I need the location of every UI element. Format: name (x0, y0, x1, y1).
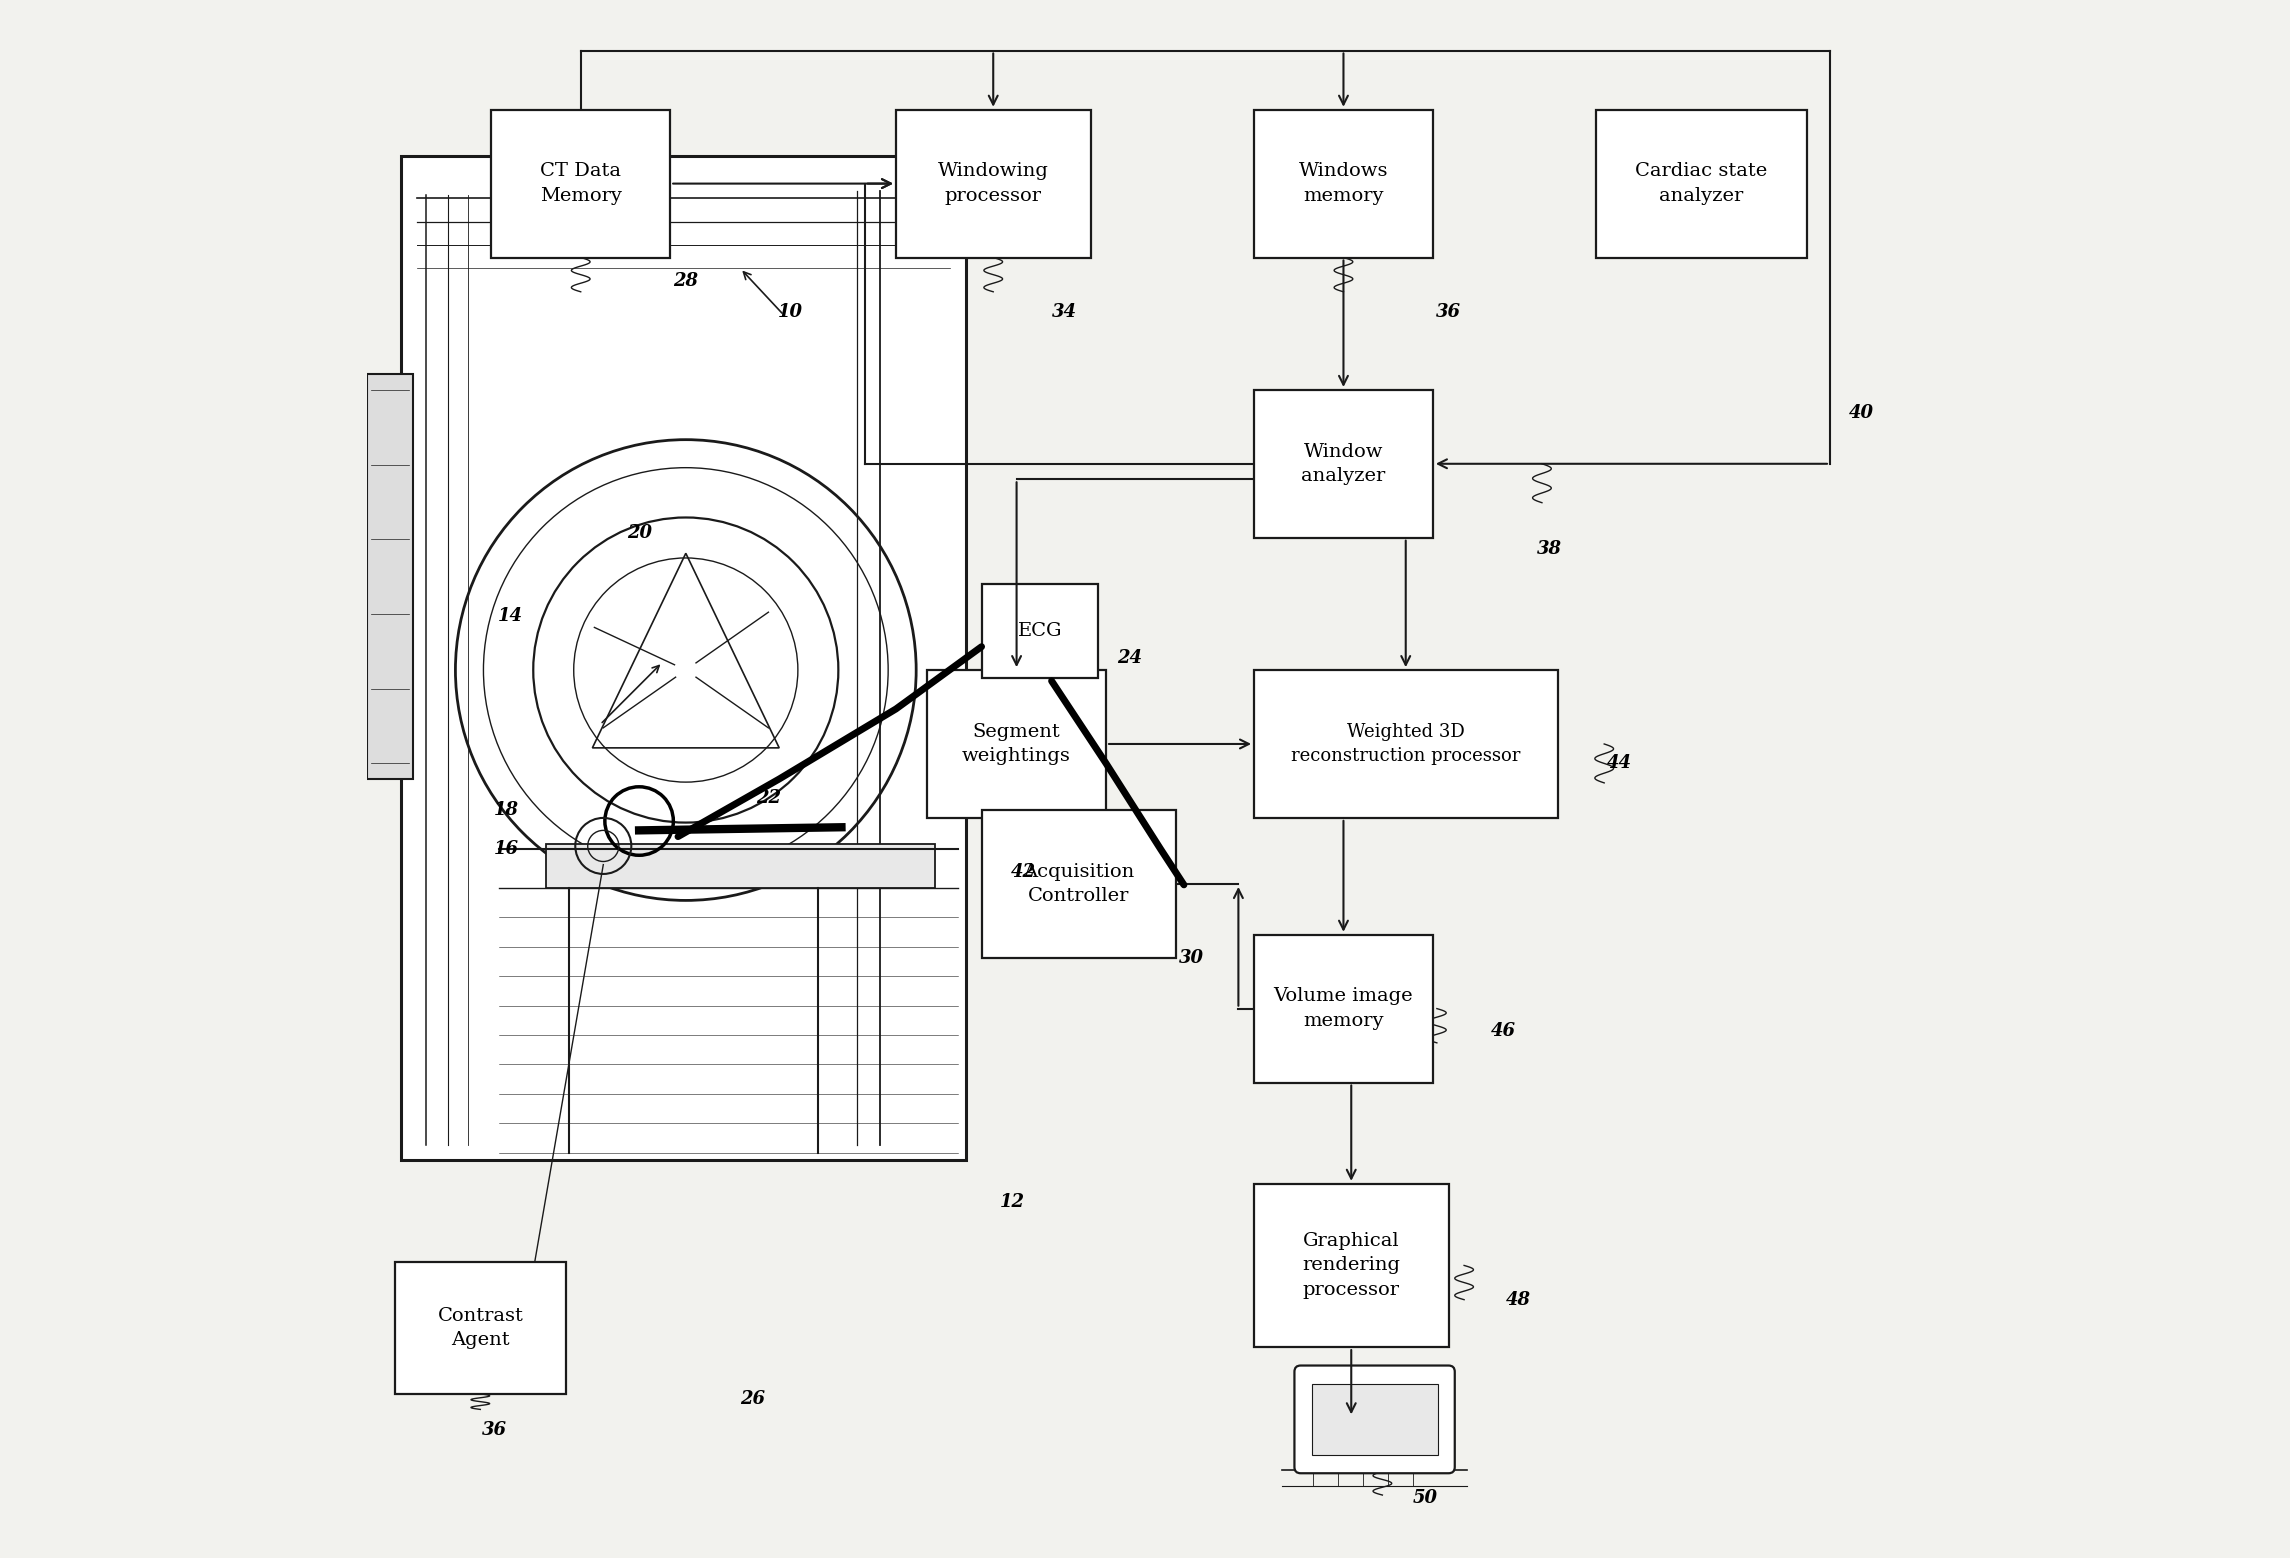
Text: 20: 20 (627, 523, 653, 542)
FancyBboxPatch shape (1255, 670, 1557, 818)
FancyBboxPatch shape (401, 156, 966, 1161)
Text: 16: 16 (495, 840, 520, 858)
Text: 44: 44 (1608, 754, 1633, 773)
Text: Window
analyzer: Window analyzer (1301, 442, 1385, 485)
Text: 36: 36 (1436, 302, 1461, 321)
Text: Graphical
rendering
processor: Graphical rendering processor (1303, 1232, 1399, 1299)
Text: 22: 22 (756, 788, 781, 807)
FancyBboxPatch shape (1255, 1184, 1450, 1348)
Text: 48: 48 (1507, 1292, 1532, 1309)
Text: Segment
weightings: Segment weightings (962, 723, 1072, 765)
FancyBboxPatch shape (895, 109, 1090, 257)
Text: 12: 12 (1001, 1193, 1026, 1212)
FancyBboxPatch shape (1312, 1384, 1438, 1455)
Text: Cardiac state
analyzer: Cardiac state analyzer (1635, 162, 1768, 204)
Text: 36: 36 (481, 1421, 506, 1438)
FancyBboxPatch shape (366, 374, 414, 779)
Text: CT Data
Memory: CT Data Memory (540, 162, 621, 204)
FancyBboxPatch shape (545, 844, 934, 888)
Text: 40: 40 (1848, 404, 1873, 422)
Text: Windows
memory: Windows memory (1298, 162, 1388, 204)
Text: ECG: ECG (1017, 622, 1063, 640)
FancyBboxPatch shape (982, 584, 1099, 678)
Text: 24: 24 (1118, 648, 1143, 667)
Text: 42: 42 (1012, 863, 1035, 882)
FancyBboxPatch shape (927, 670, 1106, 818)
FancyBboxPatch shape (1255, 390, 1434, 538)
Text: 50: 50 (1413, 1489, 1438, 1507)
Text: Volume image
memory: Volume image memory (1273, 988, 1413, 1030)
Text: 38: 38 (1537, 539, 1562, 558)
FancyBboxPatch shape (1255, 935, 1434, 1083)
Text: 18: 18 (495, 801, 520, 820)
Text: 46: 46 (1491, 1022, 1516, 1041)
Text: Windowing
processor: Windowing processor (939, 162, 1049, 204)
Text: 30: 30 (1179, 949, 1205, 968)
FancyBboxPatch shape (982, 810, 1177, 958)
Text: 34: 34 (1051, 302, 1076, 321)
Text: 26: 26 (740, 1390, 765, 1407)
Text: Weighted 3D
reconstruction processor: Weighted 3D reconstruction processor (1292, 723, 1521, 765)
Text: Contrast
Agent: Contrast Agent (437, 1307, 522, 1349)
Text: Acquisition
Controller: Acquisition Controller (1024, 863, 1134, 905)
FancyBboxPatch shape (1294, 1365, 1454, 1474)
FancyBboxPatch shape (1255, 109, 1434, 257)
Text: 14: 14 (497, 606, 522, 625)
Text: 28: 28 (673, 273, 698, 290)
FancyBboxPatch shape (492, 109, 671, 257)
FancyBboxPatch shape (394, 1262, 566, 1394)
FancyBboxPatch shape (1596, 109, 1807, 257)
Text: 10: 10 (779, 302, 801, 321)
